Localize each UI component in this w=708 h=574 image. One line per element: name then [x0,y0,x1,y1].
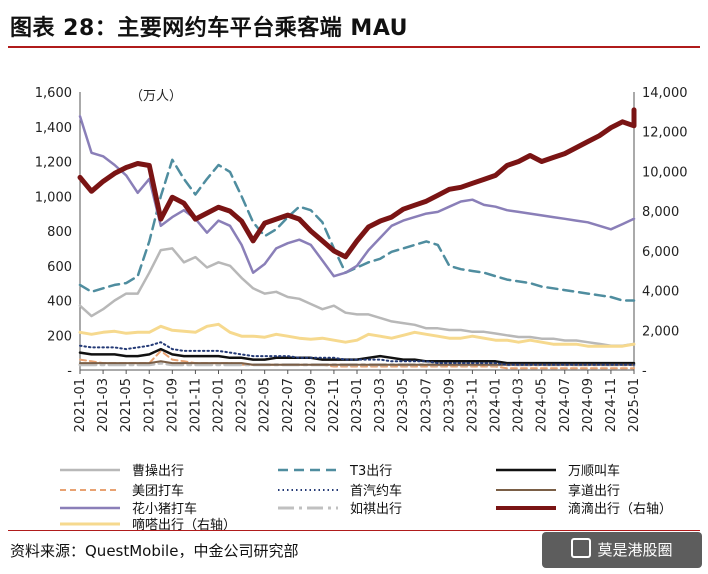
y-right-tick-label: 8,000 [642,205,679,220]
x-tick-label: 2021-09 [165,378,180,432]
x-tick-label: 2023-07 [419,378,434,432]
x-tick-label: 2021-03 [96,378,111,432]
x-tick-label: 2021-07 [142,378,157,432]
x-tick-label: 2024-11 [604,378,619,432]
y-right-tick-label: 6,000 [642,245,679,260]
legend-label: 首汽约车 [350,483,402,499]
series-line-9 [77,107,637,260]
x-tick-label: 2024-01 [489,378,504,432]
y-left-tick-label: 400 [47,295,72,310]
y-right-tick-label: 12,000 [642,126,688,141]
legend-label: 万顺叫车 [568,463,620,479]
x-tick-label: 2023-09 [442,378,457,432]
x-tick-label: 2024-05 [535,378,550,432]
x-tick-label: 2023-03 [373,378,388,432]
watermark-badge: 莫是港股圈 [542,532,702,568]
y-left-tick-label: 1,000 [35,190,72,205]
x-tick-label: 2022-05 [258,378,273,432]
series-line-1 [79,349,635,370]
x-tick-label: 2023-11 [465,378,480,432]
series-line-2 [78,115,636,278]
series-lines [77,107,637,370]
y-left-tick-label: 600 [47,260,72,275]
footer-rule [8,530,700,531]
source-note: 资料来源：QuestMobile，中金公司研究部 [10,542,299,560]
y-right-tick-label: 14,000 [642,86,688,101]
x-tick-label: 2021-05 [119,378,134,432]
left-axis-unit: （万人） [130,89,182,104]
y-right-tick-label: 2,000 [642,324,679,339]
x-tick-label: 2023-01 [350,378,365,432]
y-left-tick-label: - [67,364,72,379]
series-line-0 [78,247,636,347]
badge-icon [571,538,592,558]
x-tick-label: 2024-07 [558,378,573,432]
x-tick-label: 2022-07 [281,378,296,432]
x-tick-label: 2025-01 [627,378,642,432]
x-tick-label: 2022-11 [327,378,342,432]
legend-label: 曹操出行 [132,463,184,479]
x-tick-label: 2024-09 [581,378,596,432]
y-left-tick-label: 1,200 [35,156,72,171]
axes: - 200 400 600 800 1,000 1,200 1,400 1,600 - 2,000 4… [35,86,688,432]
y-left-tick-label: 1,600 [35,86,72,101]
legend-label: 如祺出行 [350,501,402,517]
x-tick-label: 2023-05 [396,378,411,432]
series-line-5 [79,341,635,366]
y-right-tick-label: 4,000 [642,285,679,300]
x-tick-label: 2021-01 [73,378,88,432]
figure-title: 图表 28：主要网约车平台乘客端 MAU [10,16,409,41]
watermark-badge-text: 莫是港股圈 [597,541,673,559]
y-right-tick-label: - [642,364,647,379]
legend-label: 享道出行 [568,483,620,499]
legend-label: 嘀嗒出行（右轴） [132,518,236,533]
legend-label: 滴滴出行（右轴） [568,501,672,517]
x-tick-label: 2022-03 [235,378,250,432]
y-right-tick-label: 10,000 [642,165,688,180]
series-line-3 [78,322,636,348]
x-tick-label: 2022-09 [304,378,319,432]
y-left-tick-label: 1,400 [35,121,72,136]
legend-label: T3出行 [349,464,392,479]
x-tick-label: 2024-03 [512,378,527,432]
series-line-4 [78,158,636,302]
x-tick-label: 2022-01 [212,378,227,432]
y-left-tick-label: 200 [47,329,72,344]
title-rule [8,46,700,48]
legend-label: 花小猪打车 [132,501,197,517]
y-left-tick-label: 800 [47,225,72,240]
legend-label: 美团打车 [132,483,184,499]
x-tick-label: 2021-11 [188,378,203,432]
